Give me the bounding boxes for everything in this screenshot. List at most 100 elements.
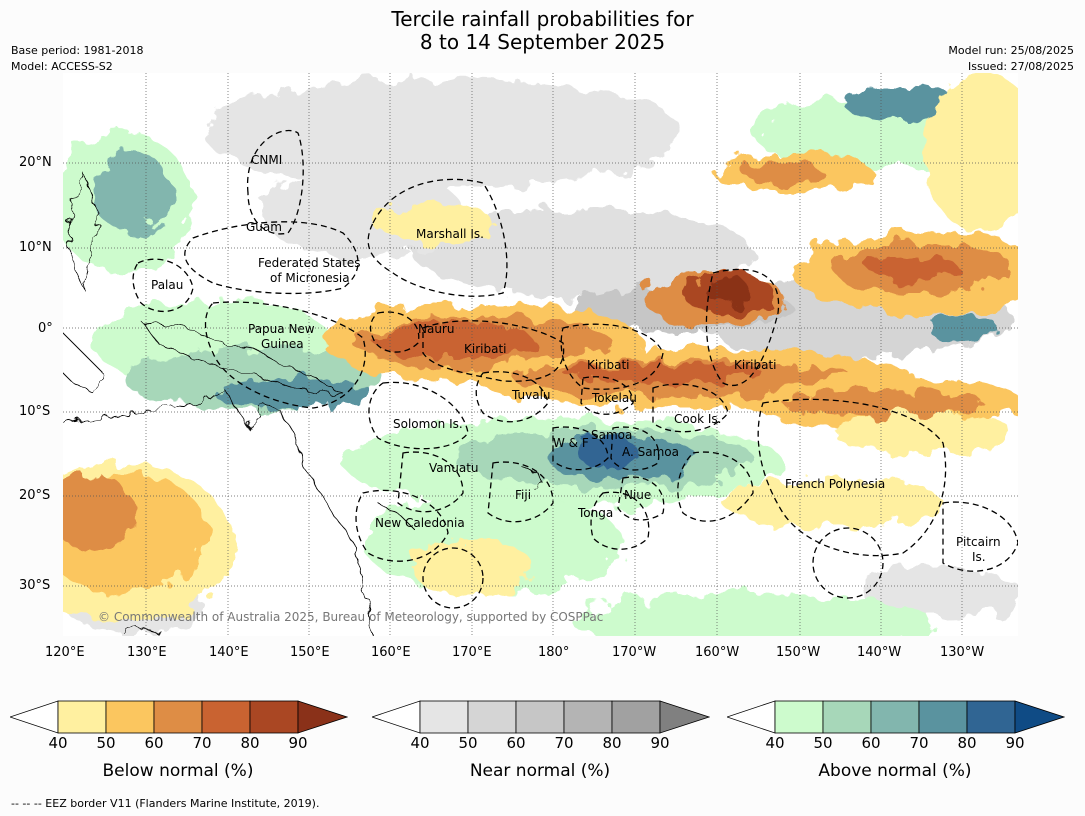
below-normal-area bbox=[563, 363, 763, 383]
label-new-caledonia: New Caledonia bbox=[375, 516, 465, 530]
cb-above-under bbox=[725, 700, 776, 734]
lon-label-130e: 130°E bbox=[127, 645, 167, 660]
base-period: Base period: 1981-2018 bbox=[11, 44, 144, 57]
cb-below-tick-40: 40 bbox=[48, 734, 68, 752]
eez-footnote: -- -- -- EEZ border V11 (Flanders Marine… bbox=[11, 797, 320, 810]
label-fsm-1: Federated States bbox=[258, 256, 360, 270]
eez-png bbox=[204, 301, 366, 409]
cb-near-swatch bbox=[467, 700, 517, 734]
eez-kiribati-central bbox=[560, 323, 664, 390]
colorbar-above-normal: 40 50 60 70 80 90 Above normal (%) bbox=[725, 700, 1066, 781]
graticule bbox=[63, 73, 1018, 636]
lon-label-160w: 160°W bbox=[695, 645, 740, 660]
label-fiji: Fiji bbox=[515, 488, 531, 502]
label-kiribati-east: Kiribati bbox=[734, 358, 776, 372]
label-samoa: Samoa bbox=[591, 428, 632, 442]
fiji-coast bbox=[522, 467, 544, 489]
label-cook: Cook Is. bbox=[674, 412, 721, 426]
below-normal-area bbox=[833, 413, 1013, 453]
above-normal-area bbox=[93, 153, 173, 233]
cb-below-title: Below normal (%) bbox=[102, 761, 254, 781]
label-french-polynesia: French Polynesia bbox=[785, 477, 885, 491]
below-normal-area bbox=[868, 256, 958, 280]
eez-norfolk bbox=[422, 547, 484, 609]
lat-label-20s: 20°S bbox=[19, 488, 51, 503]
eez-solomon bbox=[368, 381, 469, 450]
map-canvas: CNMI Guam Marshall Is. Federated States … bbox=[63, 73, 1018, 636]
lat-label-0: 0° bbox=[38, 321, 53, 336]
label-wallis-futuna: W & F bbox=[553, 436, 589, 450]
label-kiribati-central: Kiribati bbox=[587, 358, 629, 372]
eez-niue bbox=[617, 476, 665, 521]
cb-above-tick-90: 90 bbox=[1005, 734, 1025, 752]
label-pitcairn-2: Is. bbox=[972, 550, 986, 564]
cb-below-swatch bbox=[201, 700, 251, 734]
label-vanuatu: Vanuatu bbox=[429, 461, 479, 475]
cb-below-tick-60: 60 bbox=[144, 734, 164, 752]
cb-near-tick-90: 90 bbox=[650, 734, 670, 752]
lon-label-170w: 170°W bbox=[612, 645, 657, 660]
eez-cook-north bbox=[652, 383, 729, 433]
label-solomon: Solomon Is. bbox=[393, 417, 463, 431]
cb-near-tick-70: 70 bbox=[554, 734, 574, 752]
eez-tokelau bbox=[580, 376, 634, 415]
australia-coast bbox=[63, 387, 374, 636]
below-normal-area bbox=[723, 478, 943, 528]
eez-kiribati-east bbox=[705, 268, 780, 387]
cb-near-under bbox=[370, 700, 421, 734]
cb-above-swatch bbox=[870, 700, 920, 734]
below-normal-area bbox=[743, 161, 823, 185]
cb-above-tick-80: 80 bbox=[957, 734, 977, 752]
chart-title-line2: 8 to 14 September 2025 bbox=[419, 30, 666, 54]
colorbar-below-normal-swatches bbox=[8, 700, 349, 734]
label-tokelau: Tokelau bbox=[591, 391, 637, 405]
philippines-coast bbox=[67, 171, 99, 290]
lon-label-170e: 170°E bbox=[452, 645, 492, 660]
cb-above-tick-70: 70 bbox=[909, 734, 929, 752]
above-normal-area bbox=[213, 378, 373, 408]
below-normal-area bbox=[373, 323, 533, 359]
colorbar-near-normal: 40 50 60 70 80 90 Near normal (%) bbox=[370, 700, 711, 781]
below-normal-area bbox=[413, 538, 533, 598]
eez-cook-south bbox=[677, 451, 754, 522]
lon-label-150w: 150°W bbox=[776, 645, 821, 660]
label-american-samoa: A. Samoa bbox=[622, 445, 679, 459]
issued-date: Issued: 27/08/2025 bbox=[967, 60, 1074, 73]
australia-south-coast bbox=[122, 627, 164, 634]
cb-near-swatch bbox=[515, 700, 565, 734]
near-normal-area bbox=[203, 78, 683, 188]
cb-above-tick-60: 60 bbox=[861, 734, 881, 752]
cb-below-over bbox=[297, 700, 349, 734]
colorbar-below-normal: 40 50 60 70 80 90 Below normal (%) bbox=[8, 700, 349, 781]
cb-above-swatch bbox=[822, 700, 872, 734]
indonesia-coast bbox=[63, 332, 104, 394]
model-name: Model: ACCESS-S2 bbox=[11, 60, 113, 73]
label-pitcairn-1: Pitcairn bbox=[956, 535, 1001, 549]
eez-tonga bbox=[590, 491, 650, 550]
cb-below-tick-70: 70 bbox=[192, 734, 212, 752]
cb-above-title: Above normal (%) bbox=[818, 761, 972, 781]
lon-label-150e: 150°E bbox=[290, 645, 330, 660]
region-labels: CNMI Guam Marshall Is. Federated States … bbox=[151, 153, 1001, 564]
eez-kiribati-west bbox=[422, 320, 565, 382]
label-fsm-2: of Micronesia bbox=[270, 271, 350, 285]
colorbar-near-normal-swatches bbox=[370, 700, 711, 734]
cb-near-tick-80: 80 bbox=[602, 734, 622, 752]
cb-below-tick-90: 90 bbox=[288, 734, 308, 752]
eez-tuvalu bbox=[475, 371, 549, 423]
cb-below-swatch bbox=[57, 700, 107, 734]
label-kiribati-west: Kiribati bbox=[464, 342, 506, 356]
lon-label-130w: 130°W bbox=[940, 645, 985, 660]
near-normal-area bbox=[413, 208, 753, 298]
cb-below-swatch bbox=[153, 700, 203, 734]
cb-above-swatch bbox=[966, 700, 1016, 734]
copyright-text: © Commonwealth of Australia 2025, Bureau… bbox=[98, 610, 603, 624]
new-caledonia-coast bbox=[377, 502, 414, 529]
label-tonga: Tonga bbox=[577, 506, 613, 520]
label-guam: Guam bbox=[246, 220, 282, 234]
near-normal-area bbox=[863, 568, 1018, 618]
eez-cnmi bbox=[247, 129, 304, 235]
colorbar-above-normal-swatches bbox=[725, 700, 1066, 734]
eez-vanuatu bbox=[397, 451, 464, 513]
lon-label-140e: 140°E bbox=[209, 645, 249, 660]
